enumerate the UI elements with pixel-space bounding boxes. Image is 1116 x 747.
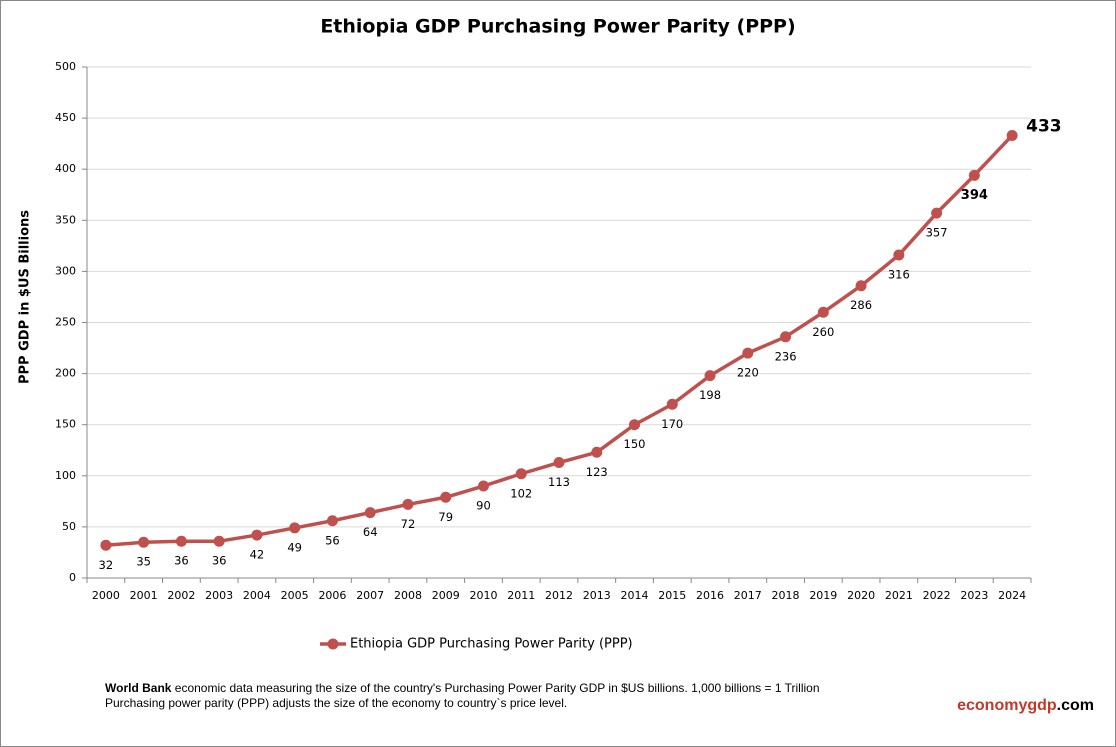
data-label: 113 (548, 475, 570, 489)
brand-main: economygdp (957, 697, 1057, 714)
x-tick-label: 2015 (658, 589, 686, 602)
data-label: 260 (812, 325, 834, 339)
data-point (817, 306, 829, 318)
data-label: 357 (926, 226, 948, 240)
y-tick-label: 150 (55, 418, 76, 431)
data-point (515, 468, 527, 480)
brand: economygdp.com (957, 697, 1094, 714)
data-label: 42 (250, 548, 265, 562)
data-label: 64 (363, 525, 378, 539)
x-tick-label: 2012 (545, 589, 573, 602)
data-label: 49 (287, 540, 302, 554)
footnote-source: World Bank (105, 681, 172, 695)
chart-title: Ethiopia GDP Purchasing Power Parity (PP… (320, 16, 795, 38)
x-tick-label: 2013 (583, 589, 611, 602)
data-label: 35 (136, 555, 151, 569)
y-tick-label: 50 (62, 520, 76, 533)
data-label: 433 (1026, 116, 1062, 136)
x-tick-label: 2008 (394, 589, 422, 602)
legend-marker (327, 638, 339, 650)
data-point (440, 491, 452, 503)
y-tick-label: 300 (55, 264, 76, 277)
x-tick-label: 2024 (998, 589, 1026, 602)
x-tick-label: 2010 (469, 589, 497, 602)
y-tick-label: 350 (55, 213, 76, 226)
data-label: 90 (476, 499, 491, 513)
data-label: 316 (888, 268, 910, 282)
x-tick-label: 2023 (960, 589, 988, 602)
y-tick-label: 250 (55, 316, 76, 329)
x-tick-label: 2004 (243, 589, 271, 602)
data-point (138, 536, 150, 548)
data-label: 220 (737, 366, 759, 380)
x-tick-label: 2019 (809, 589, 837, 602)
data-label: 123 (586, 465, 608, 479)
data-label: 56 (325, 533, 340, 547)
x-tick-label: 2017 (734, 589, 762, 602)
y-tick-label: 400 (55, 162, 76, 175)
footnote-line: Purchasing power parity (PPP) adjusts th… (105, 696, 567, 710)
x-tick-label: 2003 (205, 589, 233, 602)
y-tick-label: 450 (55, 111, 76, 124)
data-label: 32 (99, 558, 114, 572)
data-label: 72 (401, 517, 416, 531)
data-point (477, 480, 489, 492)
data-label: 170 (661, 417, 683, 431)
x-tick-label: 2009 (432, 589, 460, 602)
data-point (326, 515, 338, 527)
x-tick-label: 2014 (621, 589, 649, 602)
data-label: 236 (775, 349, 797, 363)
x-tick-label: 2002 (167, 589, 195, 602)
x-tick-label: 2007 (356, 589, 384, 602)
data-point (213, 535, 225, 547)
data-point (100, 539, 112, 551)
data-point (968, 169, 980, 181)
data-point (591, 446, 603, 458)
x-tick-label: 2001 (130, 589, 158, 602)
data-label: 79 (438, 510, 453, 524)
data-point (629, 419, 641, 431)
data-point (780, 331, 792, 343)
x-tick-label: 2016 (696, 589, 724, 602)
data-point (666, 398, 678, 410)
data-point (289, 522, 301, 534)
data-point (893, 249, 905, 261)
data-label: 36 (174, 554, 189, 568)
data-point (931, 207, 943, 219)
x-tick-label: 2021 (885, 589, 913, 602)
data-point (742, 347, 754, 359)
data-point (704, 370, 716, 382)
x-tick-label: 2022 (923, 589, 951, 602)
data-label: 150 (624, 437, 646, 451)
data-label: 198 (699, 388, 721, 402)
y-tick-label: 500 (55, 60, 76, 73)
y-tick-label: 0 (69, 571, 76, 584)
x-tick-label: 2018 (772, 589, 800, 602)
data-point (553, 457, 565, 469)
brand-suffix: .com (1057, 697, 1094, 714)
data-point (175, 535, 187, 547)
x-tick-label: 2005 (281, 589, 309, 602)
data-point (251, 529, 263, 541)
data-label: 102 (510, 486, 532, 500)
data-label: 36 (212, 554, 227, 568)
y-tick-label: 100 (55, 469, 76, 482)
y-tick-label: 200 (55, 367, 76, 380)
x-tick-label: 2006 (318, 589, 346, 602)
footnote: World Bank economic data measuring the s… (105, 681, 820, 695)
data-point (855, 280, 867, 292)
legend-label: Ethiopia GDP Purchasing Power Parity (PP… (350, 637, 633, 652)
data-label: 286 (850, 298, 872, 312)
footnote-text: economic data measuring the size of the … (171, 681, 819, 695)
x-tick-label: 2000 (92, 589, 120, 602)
y-axis-label: PPP GDP in $US Billions (18, 210, 33, 384)
data-point (402, 498, 414, 510)
x-tick-label: 2011 (507, 589, 535, 602)
data-point (364, 507, 376, 519)
x-tick-label: 2020 (847, 589, 875, 602)
data-label: 394 (961, 188, 988, 203)
data-point (1006, 129, 1018, 141)
